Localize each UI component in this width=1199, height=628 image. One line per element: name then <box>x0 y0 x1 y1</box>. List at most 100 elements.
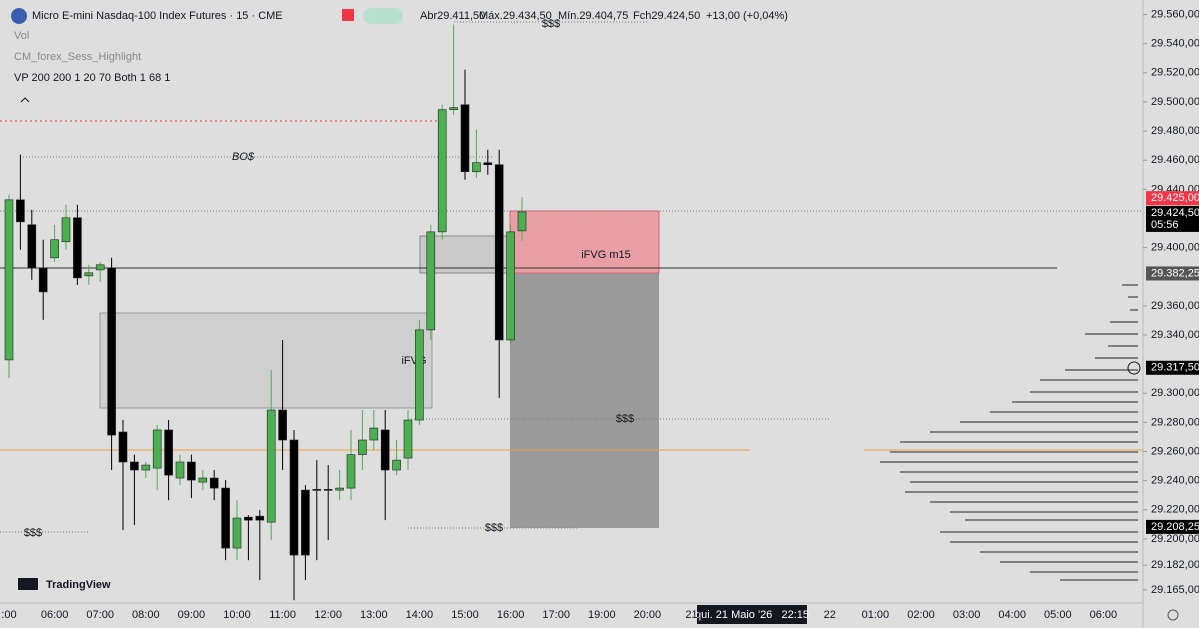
y-tick-label: 29.240,00 <box>1151 475 1199 487</box>
indicator-label[interactable]: VP 200 200 1 20 70 Both 1 68 1 <box>14 72 170 84</box>
ohlc-change: +13,00 (+0,04%) <box>706 10 788 22</box>
x-tick-label: 09:00 <box>178 609 206 621</box>
status-pill[interactable] <box>363 8 403 24</box>
y-tick-label: 29.300,00 <box>1151 387 1199 399</box>
candle-body <box>460 104 470 173</box>
candle-body <box>392 459 401 471</box>
x-tick-label: 06:00 <box>1090 609 1118 621</box>
crosshair-label-box <box>697 605 807 624</box>
candle-body <box>95 264 105 271</box>
flag-icon <box>11 8 27 24</box>
crosshair-button[interactable] <box>1127 361 1141 375</box>
price-label: 29.317,50 <box>1151 362 1199 374</box>
candle-body <box>175 461 185 479</box>
candle-body <box>312 489 322 491</box>
x-tick-label: 22 <box>824 609 836 621</box>
candle-body <box>266 409 276 523</box>
candle-body <box>415 329 424 421</box>
y-tick-label: 29.200,00 <box>1151 533 1199 545</box>
fvg-box <box>99 312 433 409</box>
candle-body <box>346 454 356 489</box>
x-tick-label: 15:00 <box>451 609 479 621</box>
price-label: 29.424,50 <box>1151 207 1199 219</box>
brand: TradingView <box>46 579 111 591</box>
candle-body <box>209 477 219 489</box>
candle-body <box>221 487 230 549</box>
y-tick-label: 29.520,00 <box>1151 67 1199 79</box>
candle-body <box>369 427 379 441</box>
x-tick-label: 11:00 <box>269 609 296 621</box>
candle-body <box>232 517 242 549</box>
x-tick-label: 16:00 <box>497 609 525 621</box>
price-label: 29.208,25 <box>1151 521 1199 533</box>
candle-body <box>118 431 128 463</box>
price-label-box <box>1146 519 1199 534</box>
settings-button[interactable] <box>1167 609 1179 621</box>
candle-body <box>107 267 116 436</box>
flag-button[interactable] <box>342 9 354 21</box>
candle-body <box>380 429 390 471</box>
y-tick-label: 29.165,00 <box>1151 584 1199 596</box>
candle-body <box>517 211 527 232</box>
candle-body <box>472 162 481 173</box>
candle-body <box>187 461 196 481</box>
volume-profile <box>880 284 1138 581</box>
x-tick-label: 21: <box>685 609 700 621</box>
candle-body <box>255 515 265 521</box>
candle-body <box>152 429 162 469</box>
candle-body <box>16 199 25 223</box>
x-tick-label: 01:00 <box>862 609 890 621</box>
candle-body <box>38 267 48 293</box>
candle-body <box>289 439 299 556</box>
annotation: $$$ <box>485 522 503 534</box>
x-tick-label: 17:00 <box>542 609 570 621</box>
x-tick-label: :00 <box>1 609 16 621</box>
candle-body <box>164 429 173 476</box>
candle-body <box>27 224 37 269</box>
x-tick-label: 12:00 <box>314 609 342 621</box>
indicator-label[interactable]: Vol <box>14 30 29 42</box>
candle-body <box>323 489 333 491</box>
x-tick-label: 04:00 <box>998 609 1026 621</box>
zone-box <box>510 273 659 528</box>
indicator-label[interactable]: CM_forex_Sess_Highlight <box>14 51 141 63</box>
candle-body <box>437 109 447 233</box>
x-tick-label: 14:00 <box>406 609 434 621</box>
price-label-box <box>1146 360 1199 375</box>
candle-body <box>335 487 344 491</box>
y-tick-label: 29.480,00 <box>1151 125 1199 137</box>
x-tick-label: 20:00 <box>634 609 662 621</box>
y-tick-label: 29.340,00 <box>1151 329 1199 341</box>
candle-body <box>84 272 94 277</box>
collapse-icon[interactable] <box>20 97 30 103</box>
annotation: $$$ <box>542 18 560 30</box>
y-tick-label: 29.540,00 <box>1151 38 1199 50</box>
candle-body <box>449 107 458 110</box>
crosshair-label: qui. 21 Maio '26 22:15 <box>695 609 809 621</box>
x-tick-label: 19:00 <box>588 609 616 621</box>
candle-body <box>483 162 493 166</box>
x-tick-label: 06:00 <box>41 609 69 621</box>
price-label-box <box>1146 266 1199 281</box>
y-tick-label: 29.560,00 <box>1151 8 1199 20</box>
y-tick-label: 29.260,00 <box>1151 445 1199 457</box>
x-tick-label: 10:00 <box>223 609 251 621</box>
y-tick-label: 29.460,00 <box>1151 154 1199 166</box>
chart-title: Micro E-mini Nasdaq-100 Index Futures · … <box>32 10 283 22</box>
price-label-box <box>1146 191 1199 206</box>
price-label: 29.382,25 <box>1151 267 1199 279</box>
candle-body <box>50 239 59 259</box>
candle-body <box>141 464 151 471</box>
candle-body <box>198 477 208 483</box>
ohlc-open: Abr29.411,50 <box>420 10 485 22</box>
candle-body <box>244 516 253 521</box>
brand-logo <box>18 578 38 590</box>
countdown: 05:56 <box>1151 219 1179 231</box>
price-label-box <box>1146 205 1199 232</box>
x-tick-label: 08:00 <box>132 609 160 621</box>
y-tick-label: 29.360,00 <box>1151 300 1199 312</box>
candle-body <box>4 199 14 361</box>
ohlc-low: Mín.29.404,75 <box>558 10 628 22</box>
candle-body <box>301 489 310 556</box>
